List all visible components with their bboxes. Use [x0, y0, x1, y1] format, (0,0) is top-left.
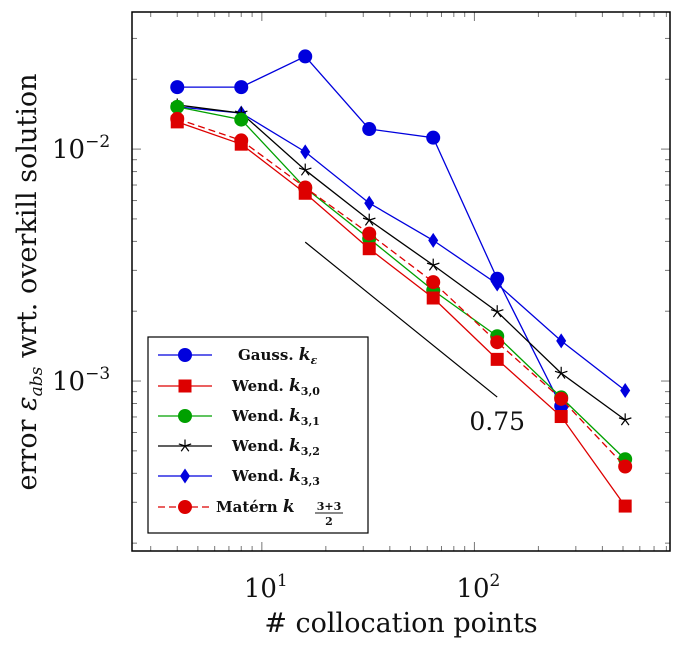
legend: Gauss. kε Wend. k3,0 Wend. k3,1 Wend. k3,2 W…: [147, 336, 369, 534]
data-point: [300, 144, 311, 160]
series-line: [177, 104, 626, 421]
data-point: [234, 112, 249, 127]
data-point: [554, 410, 568, 424]
plot-frame: [131, 11, 671, 552]
data-point: [428, 232, 439, 248]
data-point: [298, 163, 312, 176]
legend-sub-num: 3+3: [317, 500, 342, 513]
series-line: [177, 106, 626, 392]
series-line: [177, 121, 626, 507]
data-point: [426, 275, 441, 290]
data-point: [618, 499, 632, 513]
ticks-layer: [132, 12, 670, 551]
x-axis-title: # collocation points: [264, 608, 537, 639]
data-point: [554, 391, 569, 406]
data-point: [490, 352, 504, 366]
slope-line: [304, 241, 498, 398]
x-tick-label-100: 102: [456, 571, 500, 604]
data-point: [170, 111, 185, 126]
legend-item: Wend. k3,0: [158, 376, 320, 398]
data-point: [492, 276, 503, 292]
legend-marker: [178, 409, 192, 423]
legend-item: Matérn k 3+3 2: [158, 497, 343, 528]
legend-label: Gauss. kε: [238, 345, 318, 367]
x-tick-labels: 101 102: [244, 571, 500, 604]
data-point: [426, 291, 440, 305]
data-point: [362, 122, 377, 137]
y-tick-labels: 10−2 10−3: [52, 132, 110, 397]
data-point: [426, 130, 441, 145]
y-tick-label-0.001: 10−3: [52, 364, 110, 397]
legend-marker: [178, 379, 192, 393]
legend-rows: Gauss. kε Wend. k3,0 Wend. k3,1 Wend. k3,2 W…: [158, 345, 343, 528]
annotation-layer: 0.75: [304, 241, 525, 436]
legend-marker: [178, 500, 192, 514]
data-point: [362, 226, 377, 241]
legend-item: Wend. k3,3: [158, 466, 320, 488]
legend-item: Wend. k3,1: [158, 406, 320, 428]
legend-marker: [178, 348, 192, 362]
legend-label: Wend. k3,1: [231, 406, 320, 428]
legend-marker: [178, 439, 192, 452]
legend-label: Wend. k3,0: [231, 376, 320, 398]
y-tick-label-0.01: 10−2: [52, 132, 110, 165]
data-point: [234, 133, 249, 148]
y-axis-title: error εabs wrt. overkill solution: [12, 74, 47, 491]
legend-item: Gauss. kε: [158, 345, 318, 367]
data-point: [362, 242, 376, 256]
legend-sub-den: 2: [325, 515, 333, 528]
data-point: [170, 80, 185, 95]
data-point: [298, 49, 313, 64]
data-point: [170, 99, 185, 114]
data-point: [618, 413, 632, 426]
series-line: [177, 118, 626, 467]
data-point: [234, 80, 249, 95]
data-point: [620, 383, 631, 399]
legend-label: Wend. k3,2: [231, 436, 320, 458]
data-point: [490, 305, 504, 318]
data-point: [490, 335, 505, 350]
legend-marker: [180, 468, 190, 484]
data-point: [618, 459, 633, 474]
data-point: [554, 366, 568, 379]
data-point: [298, 180, 313, 195]
legend-label: Wend. k3,3: [231, 466, 320, 488]
data-point: [362, 213, 376, 226]
series-line: [177, 106, 626, 460]
legend-item: Wend. k3,2: [158, 436, 320, 458]
data-point: [426, 258, 440, 271]
data-point: [364, 195, 375, 211]
x-tick-label-10: 101: [244, 571, 288, 604]
slope-label: 0.75: [469, 407, 525, 436]
series-5: [170, 111, 633, 474]
series-layer: [170, 49, 633, 513]
legend-label: Matérn k: [216, 497, 295, 517]
data-point: [556, 333, 567, 349]
